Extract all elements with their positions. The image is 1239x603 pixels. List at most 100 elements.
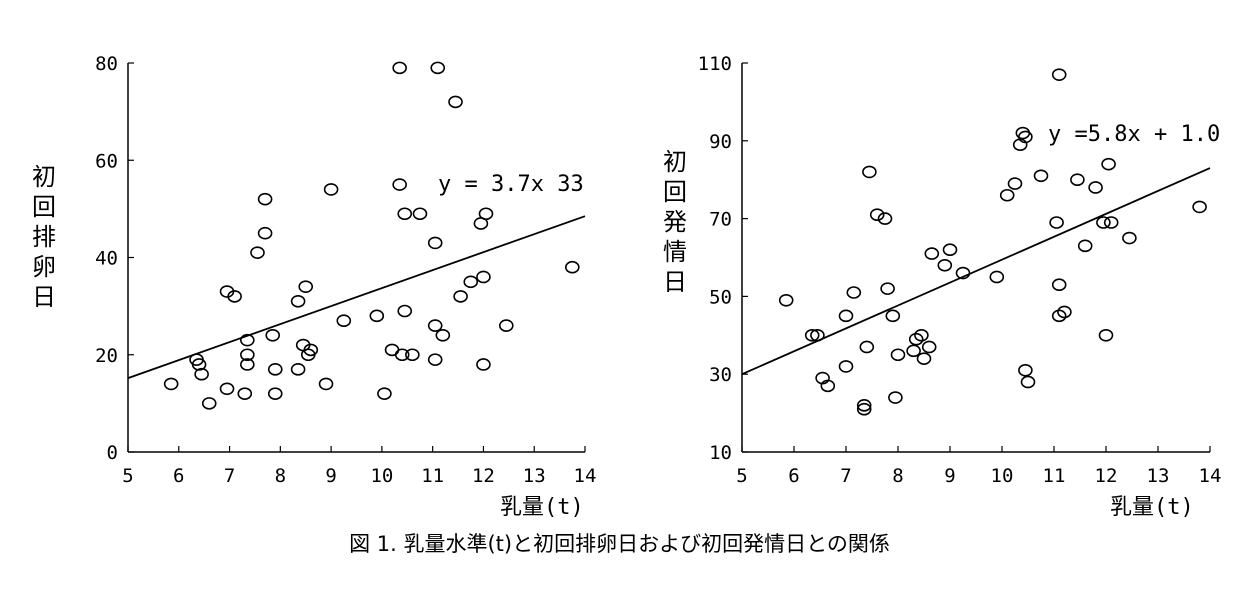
x-tick-label: 6 <box>173 465 184 487</box>
x-tick-label: 10 <box>370 465 393 487</box>
data-point <box>163 377 179 391</box>
data-point <box>240 358 255 371</box>
data-point <box>394 348 410 362</box>
data-point <box>290 294 306 308</box>
data-point <box>265 328 281 342</box>
data-point <box>318 377 334 391</box>
data-point <box>804 328 820 342</box>
data-point <box>427 353 443 366</box>
data-point <box>1020 375 1036 389</box>
y-axis-label-char: 情 <box>663 238 687 266</box>
trendline <box>127 215 586 379</box>
y-tick-label: 70 <box>709 209 732 231</box>
x-tick-label: 6 <box>788 465 799 487</box>
data-point <box>369 309 385 323</box>
x-tick-label: 7 <box>840 465 851 487</box>
data-point <box>1051 278 1067 292</box>
data-point <box>427 236 443 250</box>
y-axis-label-char: 日 <box>32 283 56 311</box>
data-point <box>1018 364 1033 377</box>
data-point <box>916 352 932 365</box>
data-point <box>856 399 872 412</box>
y-tick-label: 90 <box>709 131 732 153</box>
x-tick-label: 13 <box>1147 465 1170 487</box>
data-point <box>240 333 255 347</box>
data-point <box>880 282 895 295</box>
data-point <box>908 332 924 346</box>
data-point <box>1033 169 1049 183</box>
y-axis-label-char: 日 <box>663 268 687 296</box>
data-point <box>430 61 446 75</box>
y-axis-label-char: 排 <box>32 223 56 251</box>
data-point <box>778 293 794 307</box>
x-axis-label: 乳量(t) <box>1110 495 1194 520</box>
y-tick-label: 0 <box>107 442 118 464</box>
data-point <box>862 165 877 179</box>
x-tick-label: 9 <box>944 465 955 487</box>
data-point <box>877 212 893 225</box>
data-point <box>942 243 958 257</box>
data-point <box>856 402 872 416</box>
y-tick-label: 10 <box>709 442 732 464</box>
data-point <box>989 270 1005 284</box>
x-tick-label: 13 <box>523 465 546 487</box>
x-tick-label: 10 <box>991 465 1014 487</box>
data-point <box>869 208 885 222</box>
data-point <box>201 397 217 410</box>
data-point <box>1103 216 1119 229</box>
data-point <box>846 286 862 299</box>
y-axis-label-char: 発 <box>663 208 687 236</box>
data-point <box>478 207 494 221</box>
y-axis-label-char: 初 <box>32 163 56 191</box>
x-tick-label: 5 <box>736 465 747 487</box>
x-tick-label: 14 <box>574 465 597 487</box>
y-axis-label-char: 回 <box>663 178 687 206</box>
data-point <box>924 247 940 260</box>
data-point <box>888 391 903 404</box>
data-point <box>435 328 451 342</box>
data-point <box>921 340 937 354</box>
data-point <box>397 207 413 221</box>
data-point <box>1051 309 1067 323</box>
trendline <box>741 167 1211 376</box>
x-tick-label: 8 <box>275 465 286 487</box>
data-point <box>999 188 1015 202</box>
data-point <box>194 367 209 381</box>
scatter-chart-ovulation: 初回排卵日 0 20 40 60 80 5 6 7 8 9 10 11 12 13 14 y = 3.7x … <box>32 53 597 520</box>
data-point <box>890 348 906 362</box>
data-point <box>498 319 514 332</box>
data-point <box>565 260 580 274</box>
data-point <box>463 275 479 289</box>
y-tick-label: 50 <box>709 286 732 308</box>
data-point <box>377 387 392 400</box>
data-point <box>1018 130 1033 144</box>
data-point <box>1057 305 1072 319</box>
data-point <box>336 314 352 328</box>
data-point <box>219 382 235 396</box>
data-point <box>1101 157 1116 171</box>
data-point <box>427 319 443 332</box>
data-point <box>820 379 836 393</box>
y-axis-label-estrus: 初回発情日 <box>663 148 687 296</box>
data-point <box>298 280 314 293</box>
data-point <box>906 344 921 358</box>
y-tick-label: 110 <box>698 53 732 75</box>
data-point <box>240 348 255 362</box>
data-point <box>1098 328 1114 342</box>
data-point <box>257 192 273 206</box>
data-point <box>397 304 413 318</box>
data-point <box>303 343 319 357</box>
y-tick-label: 60 <box>95 150 118 172</box>
data-point <box>1049 216 1064 229</box>
data-point <box>1077 239 1093 253</box>
data-point <box>392 61 407 75</box>
x-tick-label: 12 <box>472 465 495 487</box>
data-point <box>1122 231 1137 245</box>
data-point <box>290 363 306 376</box>
trendline-equation: y = 3.7x 33 <box>438 172 584 197</box>
y-tick-label: 80 <box>95 53 118 75</box>
data-point <box>323 183 339 196</box>
x-tick-label: 12 <box>1095 465 1118 487</box>
y-tick-label: 20 <box>95 345 118 367</box>
x-tick-label: 7 <box>224 465 235 487</box>
